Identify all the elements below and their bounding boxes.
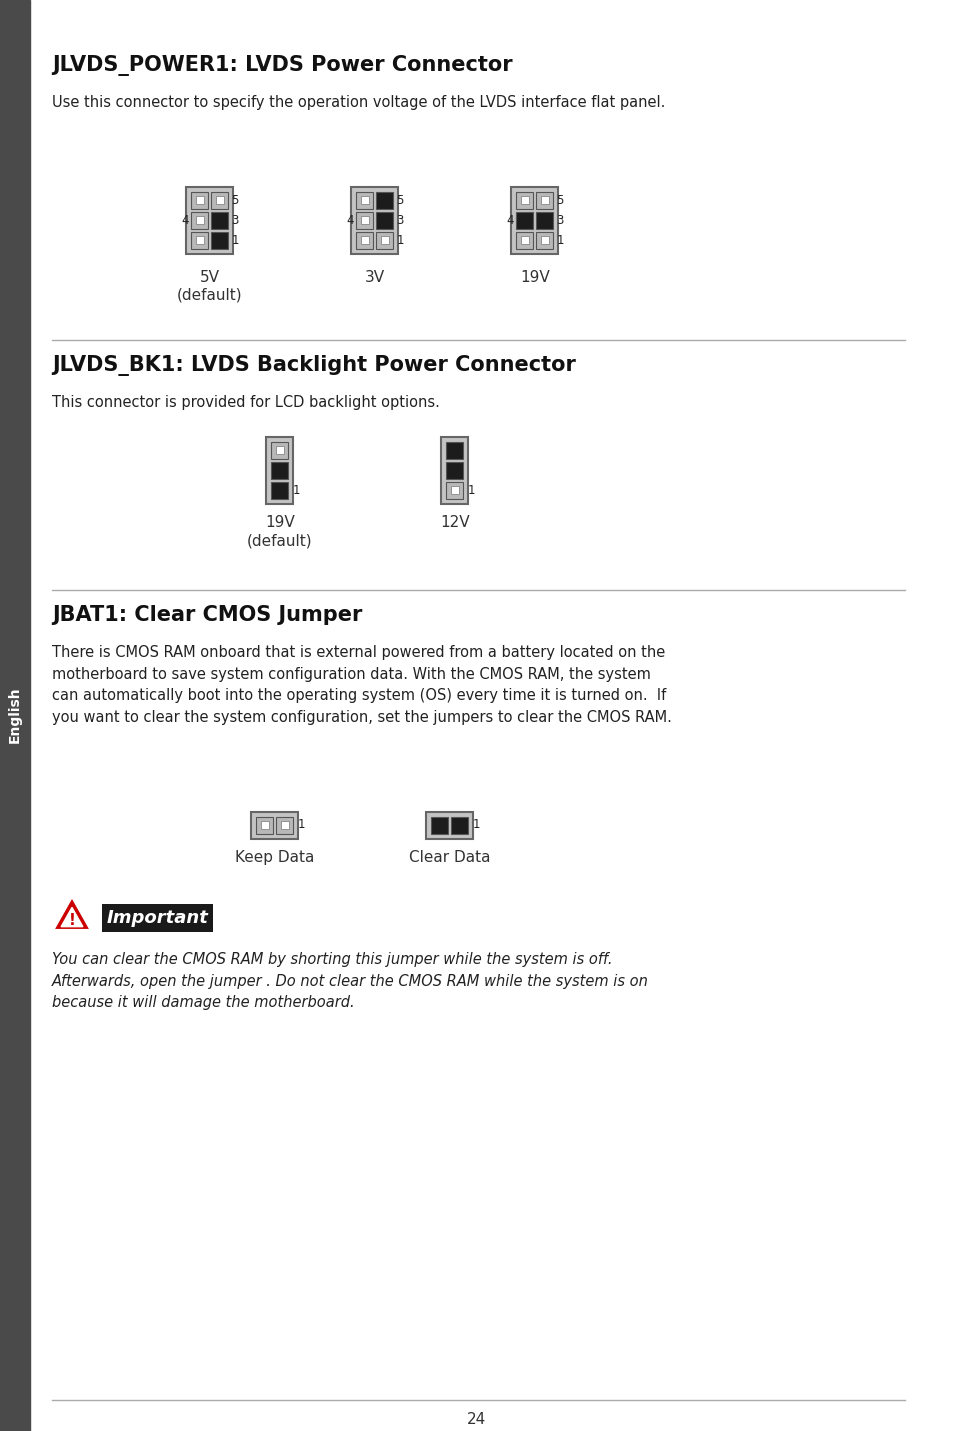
- Bar: [351, 186, 398, 253]
- Text: 1: 1: [472, 819, 479, 831]
- Text: This connector is provided for LCD backlight options.: This connector is provided for LCD backl…: [52, 395, 439, 411]
- Text: JLVDS_POWER1: LVDS Power Connector: JLVDS_POWER1: LVDS Power Connector: [52, 54, 512, 76]
- Text: JBAT1: Clear CMOS Jumper: JBAT1: Clear CMOS Jumper: [52, 605, 362, 625]
- Text: You can clear the CMOS RAM by shorting this jumper while the system is off.
Afte: You can clear the CMOS RAM by shorting t…: [52, 952, 648, 1010]
- Text: 4: 4: [505, 213, 513, 226]
- Text: JLVDS_BK1: LVDS Backlight Power Connector: JLVDS_BK1: LVDS Backlight Power Connecto…: [52, 355, 576, 376]
- Text: (default): (default): [247, 532, 313, 548]
- Bar: [381, 236, 389, 243]
- Bar: [196, 216, 204, 223]
- Text: 5: 5: [556, 193, 563, 206]
- Text: 4: 4: [181, 213, 189, 226]
- Bar: [261, 821, 269, 829]
- Bar: [272, 481, 288, 498]
- Bar: [192, 192, 209, 209]
- Bar: [256, 817, 274, 833]
- Text: 19V: 19V: [519, 270, 549, 285]
- Bar: [511, 186, 558, 253]
- Bar: [516, 232, 533, 249]
- Bar: [266, 436, 294, 504]
- Text: 4: 4: [346, 213, 354, 226]
- Bar: [216, 196, 224, 203]
- Text: 3: 3: [232, 213, 238, 226]
- Text: 1: 1: [467, 484, 475, 497]
- Bar: [520, 196, 528, 203]
- Bar: [516, 192, 533, 209]
- Bar: [431, 817, 448, 833]
- Text: 1: 1: [396, 233, 403, 246]
- Bar: [281, 821, 289, 829]
- Bar: [540, 236, 548, 243]
- Bar: [361, 196, 369, 203]
- Bar: [272, 442, 288, 458]
- Bar: [361, 236, 369, 243]
- Bar: [516, 212, 533, 229]
- Text: English: English: [8, 687, 22, 743]
- Text: 3V: 3V: [365, 270, 385, 285]
- Text: 3: 3: [396, 213, 403, 226]
- Text: 5: 5: [232, 193, 238, 206]
- Bar: [446, 481, 463, 498]
- Bar: [192, 212, 209, 229]
- Bar: [540, 196, 548, 203]
- Text: 1: 1: [297, 819, 305, 831]
- Bar: [520, 236, 528, 243]
- Text: Important: Important: [107, 909, 209, 927]
- Bar: [212, 212, 229, 229]
- Bar: [192, 232, 209, 249]
- Bar: [275, 446, 284, 454]
- Bar: [212, 232, 229, 249]
- Bar: [451, 817, 468, 833]
- Text: 5: 5: [396, 193, 403, 206]
- Bar: [441, 436, 468, 504]
- Bar: [426, 811, 473, 839]
- Text: Clear Data: Clear Data: [409, 850, 490, 864]
- Text: 1: 1: [293, 484, 299, 497]
- Bar: [252, 811, 298, 839]
- Text: (default): (default): [177, 288, 243, 303]
- Bar: [536, 192, 553, 209]
- Text: !: !: [69, 913, 75, 927]
- Bar: [356, 192, 374, 209]
- Polygon shape: [57, 902, 87, 927]
- Bar: [0, 0, 30, 1431]
- Text: Keep Data: Keep Data: [235, 850, 314, 864]
- Bar: [272, 462, 288, 478]
- Bar: [536, 212, 553, 229]
- Bar: [446, 442, 463, 458]
- Bar: [451, 487, 458, 494]
- Text: 3: 3: [556, 213, 563, 226]
- Text: 1: 1: [556, 233, 563, 246]
- Bar: [196, 236, 204, 243]
- Bar: [356, 232, 374, 249]
- Bar: [376, 192, 393, 209]
- Bar: [376, 212, 393, 229]
- Text: There is CMOS RAM onboard that is external powered from a battery located on the: There is CMOS RAM onboard that is extern…: [52, 645, 671, 724]
- Text: 1: 1: [232, 233, 239, 246]
- Text: 5V: 5V: [200, 270, 220, 285]
- Bar: [186, 186, 233, 253]
- Bar: [196, 196, 204, 203]
- Bar: [446, 462, 463, 478]
- Text: 19V: 19V: [265, 515, 294, 529]
- Bar: [376, 232, 393, 249]
- Text: 24: 24: [467, 1412, 486, 1427]
- Bar: [212, 192, 229, 209]
- Bar: [356, 212, 374, 229]
- Text: 12V: 12V: [439, 515, 469, 529]
- Polygon shape: [61, 907, 83, 927]
- Bar: [361, 216, 369, 223]
- Bar: [276, 817, 294, 833]
- Bar: [536, 232, 553, 249]
- Text: Use this connector to specify the operation voltage of the LVDS interface flat p: Use this connector to specify the operat…: [52, 94, 664, 110]
